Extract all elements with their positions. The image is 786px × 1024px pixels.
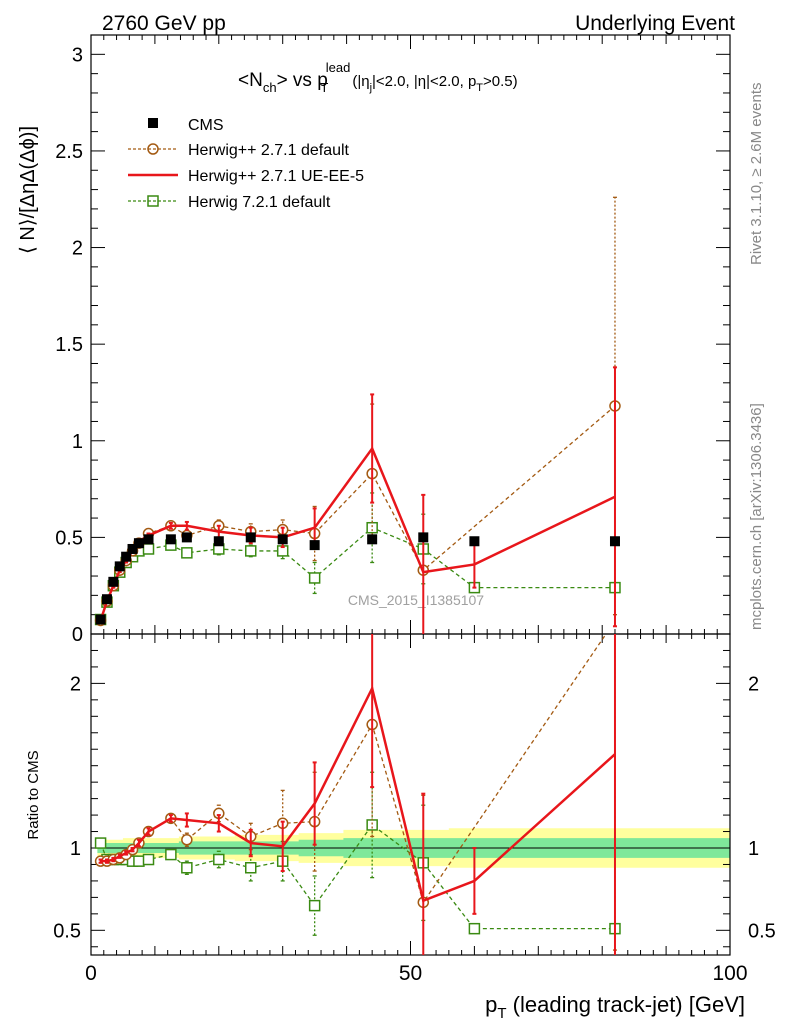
- cms-point: [277, 534, 288, 545]
- ratio-h72-point: [165, 848, 177, 861]
- ratio-h72-point: [245, 862, 257, 874]
- h72-point: [308, 572, 321, 584]
- ratio-ue-line: [100, 684, 616, 903]
- cms-point: [181, 532, 192, 543]
- h27-line: [99, 405, 616, 621]
- ratio-h72-point: [133, 855, 145, 867]
- ratio-h72-point: [308, 899, 321, 912]
- cms-point: [95, 614, 106, 625]
- xlabel: pT (leading track-jet) [GeV]: [485, 992, 745, 1022]
- top-ytick-label: 0: [72, 624, 83, 646]
- cms-point: [418, 532, 429, 543]
- top-ytick-label: 1.5: [55, 334, 83, 356]
- header-left: 2760 GeV pp: [102, 12, 226, 35]
- ratio-h72-point: [468, 922, 481, 935]
- bottom-ytick-label-left: 2: [70, 673, 81, 695]
- bottom-panel-frame: [90, 633, 731, 956]
- cms-point: [101, 594, 112, 605]
- cms-point: [133, 538, 144, 549]
- cms-point: [609, 536, 620, 547]
- xtick-label: 50: [399, 962, 422, 985]
- mcplots-label: mcplots.cern.ch [arXiv:1306.3436]: [748, 403, 765, 630]
- legend-cms-marker: [148, 118, 158, 128]
- ratio-h72-point: [213, 853, 225, 866]
- cms-point: [121, 551, 132, 562]
- top-ytick-label: 2: [72, 238, 83, 260]
- xtick-label: 0: [85, 962, 97, 985]
- legend-h72-marker: [147, 195, 159, 207]
- ratio-h27-point: [181, 834, 193, 846]
- legend-cms: CMS: [188, 117, 224, 134]
- h72-point: [142, 543, 155, 555]
- cms-point: [213, 536, 224, 547]
- header-right: Underlying Event: [575, 12, 735, 35]
- legend-h72: Herwig 7.2.1 default: [188, 194, 331, 211]
- legend: CMS Herwig++ 2.7.1 default Herwig++ 2.7.…: [128, 117, 364, 211]
- cms-point: [245, 532, 256, 543]
- xtick-label: 100: [712, 962, 747, 985]
- rivet-label: Rivet 3.1.10, ≥ 2.6M events: [748, 83, 765, 266]
- top-series-group: [94, 196, 621, 634]
- bottom-ytick-label-left: 1: [70, 838, 81, 860]
- legend-h27: Herwig++ 2.7.1 default: [188, 142, 350, 159]
- top-ytick-label: 1: [72, 431, 83, 453]
- bottom-ytick-label-right: 1: [748, 838, 759, 860]
- cms-point: [127, 543, 138, 554]
- bottom-series-group: [94, 634, 621, 955]
- ratio-h72-point: [94, 837, 107, 849]
- ratio-h72-point: [181, 862, 193, 874]
- cms-point: [108, 576, 119, 587]
- legend-h27-marker: [147, 143, 159, 155]
- bottom-ytick-label-left: 0.5: [53, 920, 81, 942]
- h72-point: [245, 545, 257, 557]
- plot-layer: 00.511.522.530.5 0.51 12 20 50 100: [53, 34, 776, 985]
- bottom-ytick-label-right: 2: [748, 673, 759, 695]
- chart-title: <Nch> vs plead T (|ηj|<2.0, |η|<2.0, pT>0.…: [238, 60, 518, 95]
- h72-line: [99, 526, 615, 620]
- legend-ue: Herwig++ 2.7.1 UE-EE-5: [188, 168, 364, 185]
- cms-point: [165, 534, 176, 545]
- top-ytick-label: 3: [72, 44, 83, 66]
- cms-point: [367, 534, 378, 545]
- cms-point: [143, 534, 154, 545]
- h72-point: [366, 521, 378, 534]
- h72-point: [181, 547, 193, 559]
- ylabel-bottom: Ratio to CMS: [25, 750, 42, 839]
- bottom-ytick-label-right: 0.5: [748, 920, 776, 942]
- top-ytick-label: 2.5: [55, 141, 83, 163]
- cms-point: [309, 540, 320, 551]
- watermark: CMS_2015_I1385107: [348, 592, 484, 608]
- ratio-h72-point: [142, 853, 155, 866]
- cms-point: [469, 536, 480, 547]
- cms-point: [114, 561, 125, 572]
- ylabel-top: ⟨ N⟩/[ΔηΔ(Δϕ)]: [17, 126, 39, 254]
- top-ytick-label: 0.5: [55, 527, 83, 549]
